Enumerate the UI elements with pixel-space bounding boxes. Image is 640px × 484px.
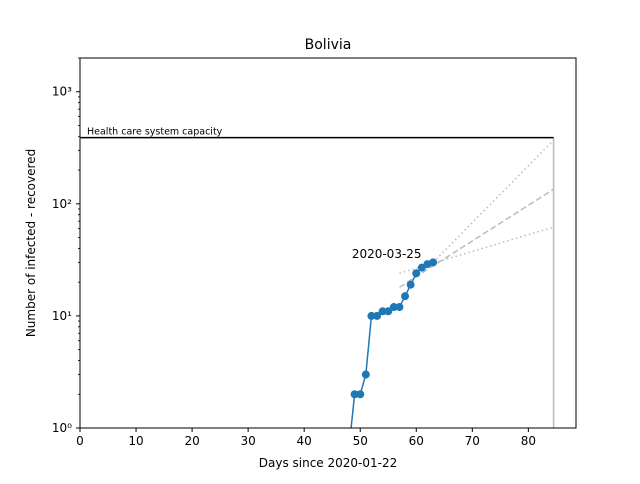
series-line xyxy=(350,261,434,428)
data-point xyxy=(378,307,387,316)
y-tick-label: 10⁰ xyxy=(52,421,72,435)
x-tick-label: 80 xyxy=(521,434,536,448)
x-tick-label: 60 xyxy=(409,434,424,448)
capacity-label: Health care system capacity xyxy=(87,127,223,138)
data-point xyxy=(412,269,421,278)
x-tick-label: 20 xyxy=(184,434,199,448)
data-point xyxy=(350,390,359,399)
date-annotation: 2020-03-25 xyxy=(352,247,422,261)
data-point xyxy=(367,311,376,320)
data-point xyxy=(389,303,398,312)
x-tick-label: 0 xyxy=(76,434,84,448)
y-tick-label: 10² xyxy=(52,197,72,211)
chart-title: Bolivia xyxy=(305,37,352,53)
x-tick-label: 30 xyxy=(240,434,255,448)
axes: 0 10 20 30 40 50 60 70 80 10⁰ 10¹ 10² 10³ xyxy=(52,57,536,448)
data-point xyxy=(361,370,370,379)
projection-line xyxy=(432,139,555,263)
plot-frame xyxy=(79,57,577,429)
data-point xyxy=(384,307,393,316)
x-tick-label: 40 xyxy=(297,434,312,448)
data-point xyxy=(395,303,404,312)
data-point xyxy=(406,280,415,289)
projection-line xyxy=(399,188,554,288)
y-tick-label: 10³ xyxy=(52,85,72,99)
data-point xyxy=(373,311,382,320)
x-tick-label: 10 xyxy=(128,434,143,448)
y-tick-label: 10¹ xyxy=(52,309,72,323)
data-point xyxy=(401,292,410,301)
plot-area: Health care system capacity 2020-03-25 xyxy=(80,127,555,428)
x-axis-label: Days since 2020-01-22 xyxy=(259,456,398,470)
x-tick-label: 50 xyxy=(353,434,368,448)
x-tick-label: 70 xyxy=(465,434,480,448)
y-axis-label: Number of infected - recovered xyxy=(24,149,38,337)
data-point xyxy=(356,390,365,399)
data-point xyxy=(429,258,438,267)
